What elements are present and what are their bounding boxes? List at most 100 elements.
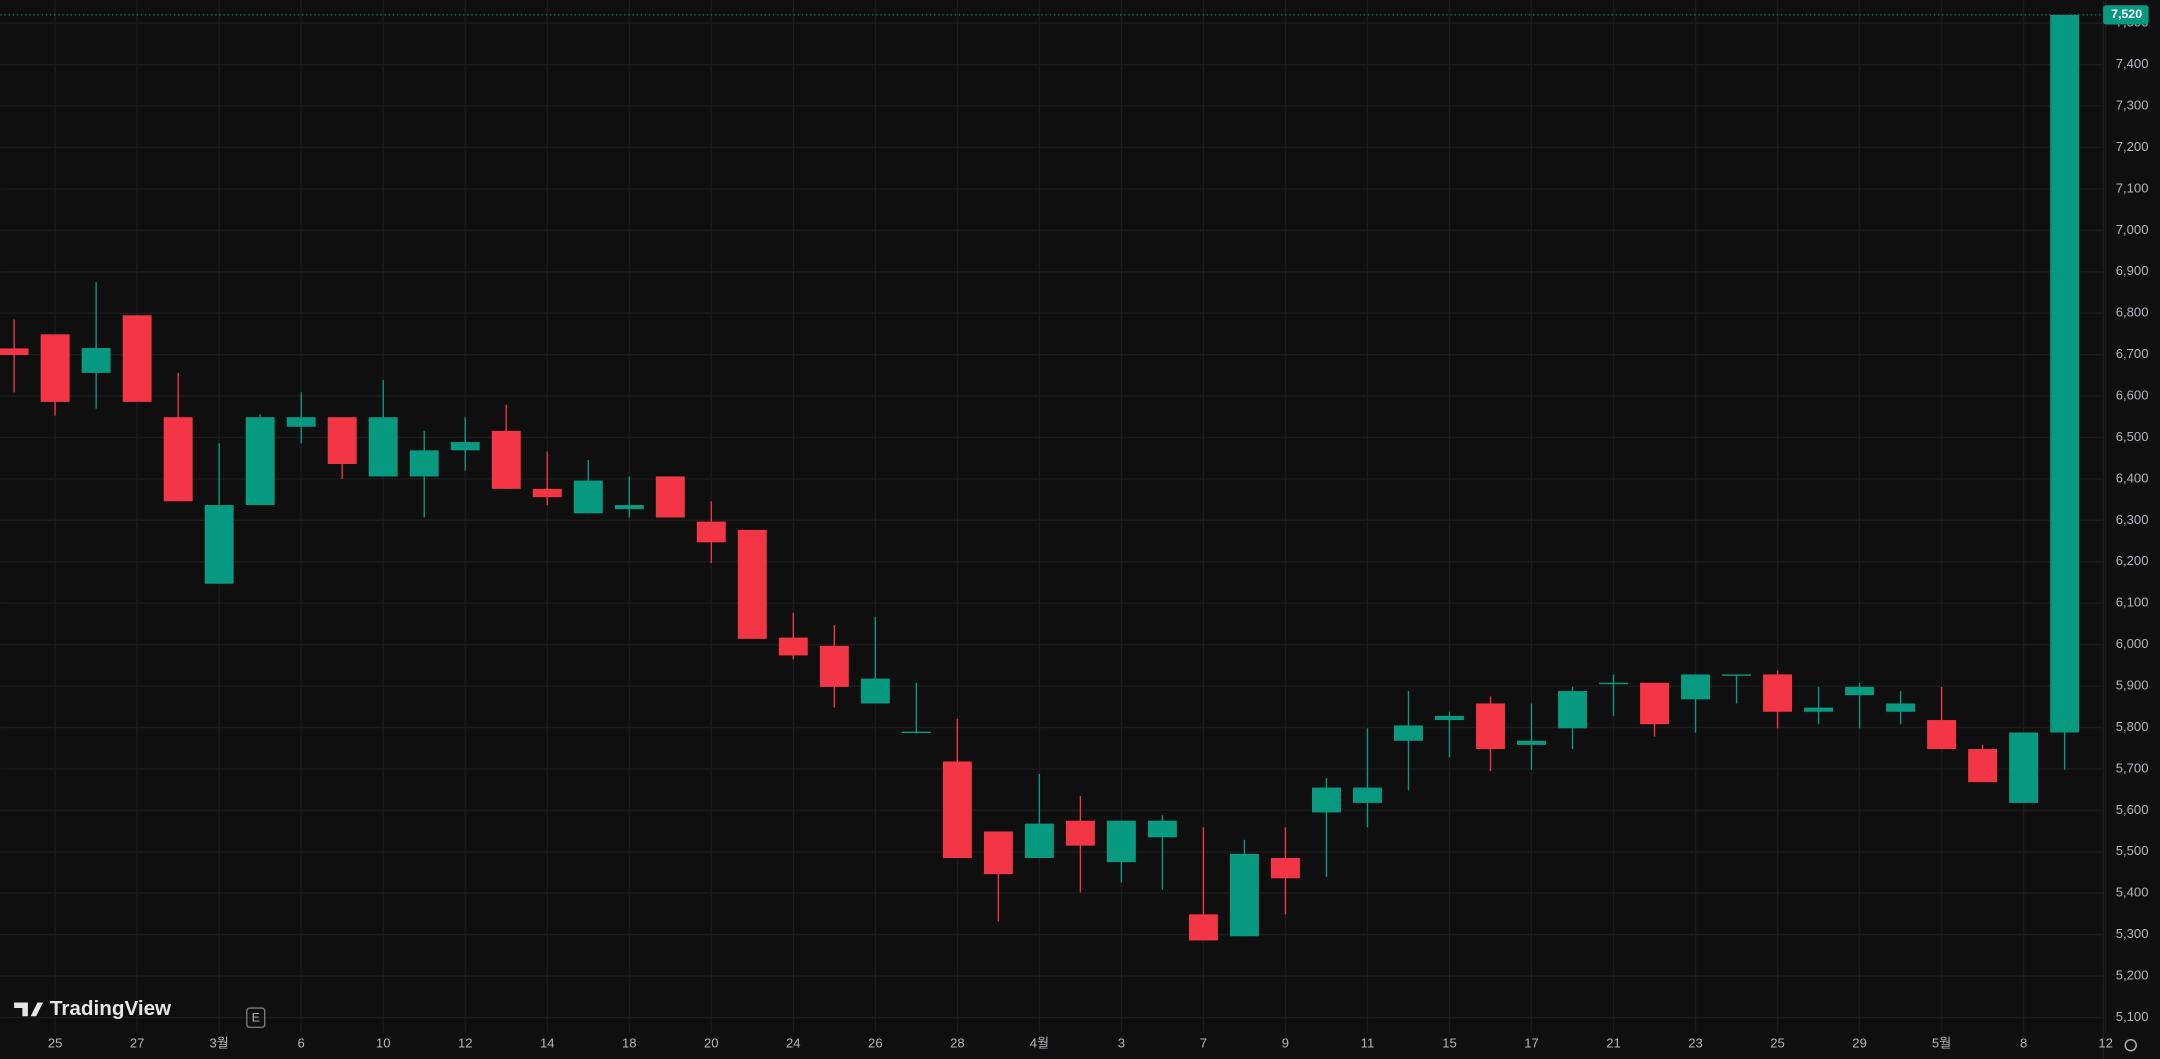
x-tick-label: 25 — [1770, 1035, 1785, 1050]
candle-body — [1927, 720, 1957, 750]
y-tick-label: 7,000 — [2116, 222, 2149, 237]
x-tick-label: 10 — [376, 1035, 391, 1050]
y-tick-label: 5,500 — [2116, 843, 2149, 858]
x-tick-label: 14 — [540, 1035, 555, 1050]
candle-body — [1435, 715, 1464, 721]
x-tick-label: 5월 — [1932, 1035, 1951, 1050]
y-tick-label: 5,300 — [2116, 926, 2149, 941]
candle-body — [983, 831, 1013, 875]
candle-body — [122, 315, 152, 402]
candle-body — [1968, 749, 1998, 783]
candle-body — [696, 521, 726, 543]
candle-body — [327, 417, 357, 465]
candle-body — [286, 417, 316, 427]
candle-body — [1763, 674, 1793, 712]
candle-body — [1886, 703, 1916, 712]
candle-body — [532, 488, 562, 498]
candle-body — [204, 505, 234, 584]
y-tick-label: 5,200 — [2116, 968, 2149, 983]
candle-body — [450, 442, 480, 451]
candle-body — [1517, 740, 1546, 745]
candle-body — [1804, 707, 1834, 712]
candles — [0, 14, 2080, 941]
x-tick-label: 18 — [622, 1035, 637, 1050]
y-tick-label: 7,300 — [2116, 98, 2149, 113]
y-tick-label: 6,800 — [2116, 305, 2149, 320]
candle-body — [1147, 820, 1177, 838]
event-badge[interactable]: E — [252, 1011, 260, 1025]
event-badge-box[interactable] — [246, 1007, 266, 1029]
y-tick-label: 6,100 — [2116, 595, 2149, 610]
candle-body — [1681, 674, 1711, 700]
y-tick-label: 6,300 — [2116, 512, 2149, 527]
candle-body — [163, 417, 193, 502]
candle-body — [778, 637, 808, 656]
candle-body — [40, 334, 70, 402]
x-tick-label: 25 — [48, 1035, 63, 1050]
x-tick-label: 9 — [1282, 1035, 1289, 1050]
candle-body — [1024, 823, 1054, 859]
candle-body — [245, 417, 275, 506]
x-tick-label: 28 — [950, 1035, 965, 1050]
x-tick-label: 23 — [1688, 1035, 1703, 1050]
candle-body — [614, 505, 644, 510]
candle-body — [368, 417, 398, 477]
y-tick-label: 7,400 — [2116, 56, 2149, 71]
x-tick-label: 29 — [1852, 1035, 1867, 1050]
candle-body — [737, 529, 767, 639]
settings-icon[interactable] — [2124, 1039, 2137, 1052]
candle-body — [901, 731, 931, 734]
y-tick-label: 6,900 — [2116, 263, 2149, 278]
candle-body — [860, 678, 890, 704]
y-tick-label: 5,700 — [2116, 760, 2149, 775]
x-tick-label: 7 — [1200, 1035, 1207, 1050]
x-tick-label: 4월 — [1030, 1035, 1049, 1050]
x-tick-label: 17 — [1524, 1035, 1539, 1050]
y-tick-label: 5,900 — [2116, 678, 2149, 693]
candle-body — [1722, 674, 1752, 676]
candle-body — [1106, 820, 1136, 863]
logo-icon — [14, 1002, 44, 1017]
candle-body — [1065, 820, 1095, 846]
candle-body — [1229, 853, 1259, 937]
candle-body — [1188, 914, 1218, 941]
y-tick-label: 7,200 — [2116, 139, 2149, 154]
candle-body — [655, 476, 685, 518]
y-tick-label: 5,400 — [2116, 885, 2149, 900]
x-tick-label: 6 — [298, 1035, 305, 1050]
y-tick-label: 5,100 — [2116, 1009, 2149, 1024]
candle-body — [1270, 858, 1300, 879]
last-price-tag — [2103, 5, 2149, 25]
candle-body — [1845, 686, 1875, 696]
x-tick-label: 12 — [458, 1035, 473, 1050]
candle-body — [573, 480, 603, 514]
candle-body — [1599, 682, 1628, 685]
x-tick-label: 3월 — [210, 1035, 229, 1050]
candle-body — [1311, 787, 1341, 813]
candle-body — [942, 761, 972, 859]
x-tick-label: 21 — [1606, 1035, 1621, 1050]
candle-body — [1558, 691, 1587, 729]
candle-body — [491, 430, 521, 489]
candle-body — [1352, 787, 1382, 803]
candle-body — [81, 348, 111, 373]
y-tick-label: 5,800 — [2116, 719, 2149, 734]
candle-body — [409, 450, 439, 477]
candle-body — [1476, 703, 1505, 750]
candle-body — [0, 348, 29, 356]
candle-body — [2009, 732, 2039, 803]
y-tick-label: 5,600 — [2116, 802, 2149, 817]
y-tick-label: 6,200 — [2116, 553, 2149, 568]
y-tick-label: 6,500 — [2116, 429, 2149, 444]
y-tick-label: 6,400 — [2116, 470, 2149, 485]
x-tick-label: 11 — [1361, 1035, 1375, 1050]
candle-body — [2050, 14, 2080, 733]
y-tick-label: 6,700 — [2116, 346, 2149, 361]
x-tick-label: 3 — [1118, 1035, 1125, 1050]
x-tick-label: 26 — [868, 1035, 883, 1050]
y-tick-label: 6,600 — [2116, 388, 2149, 403]
watermark: TradingView — [14, 997, 172, 1020]
x-tick-label: 20 — [704, 1035, 719, 1050]
